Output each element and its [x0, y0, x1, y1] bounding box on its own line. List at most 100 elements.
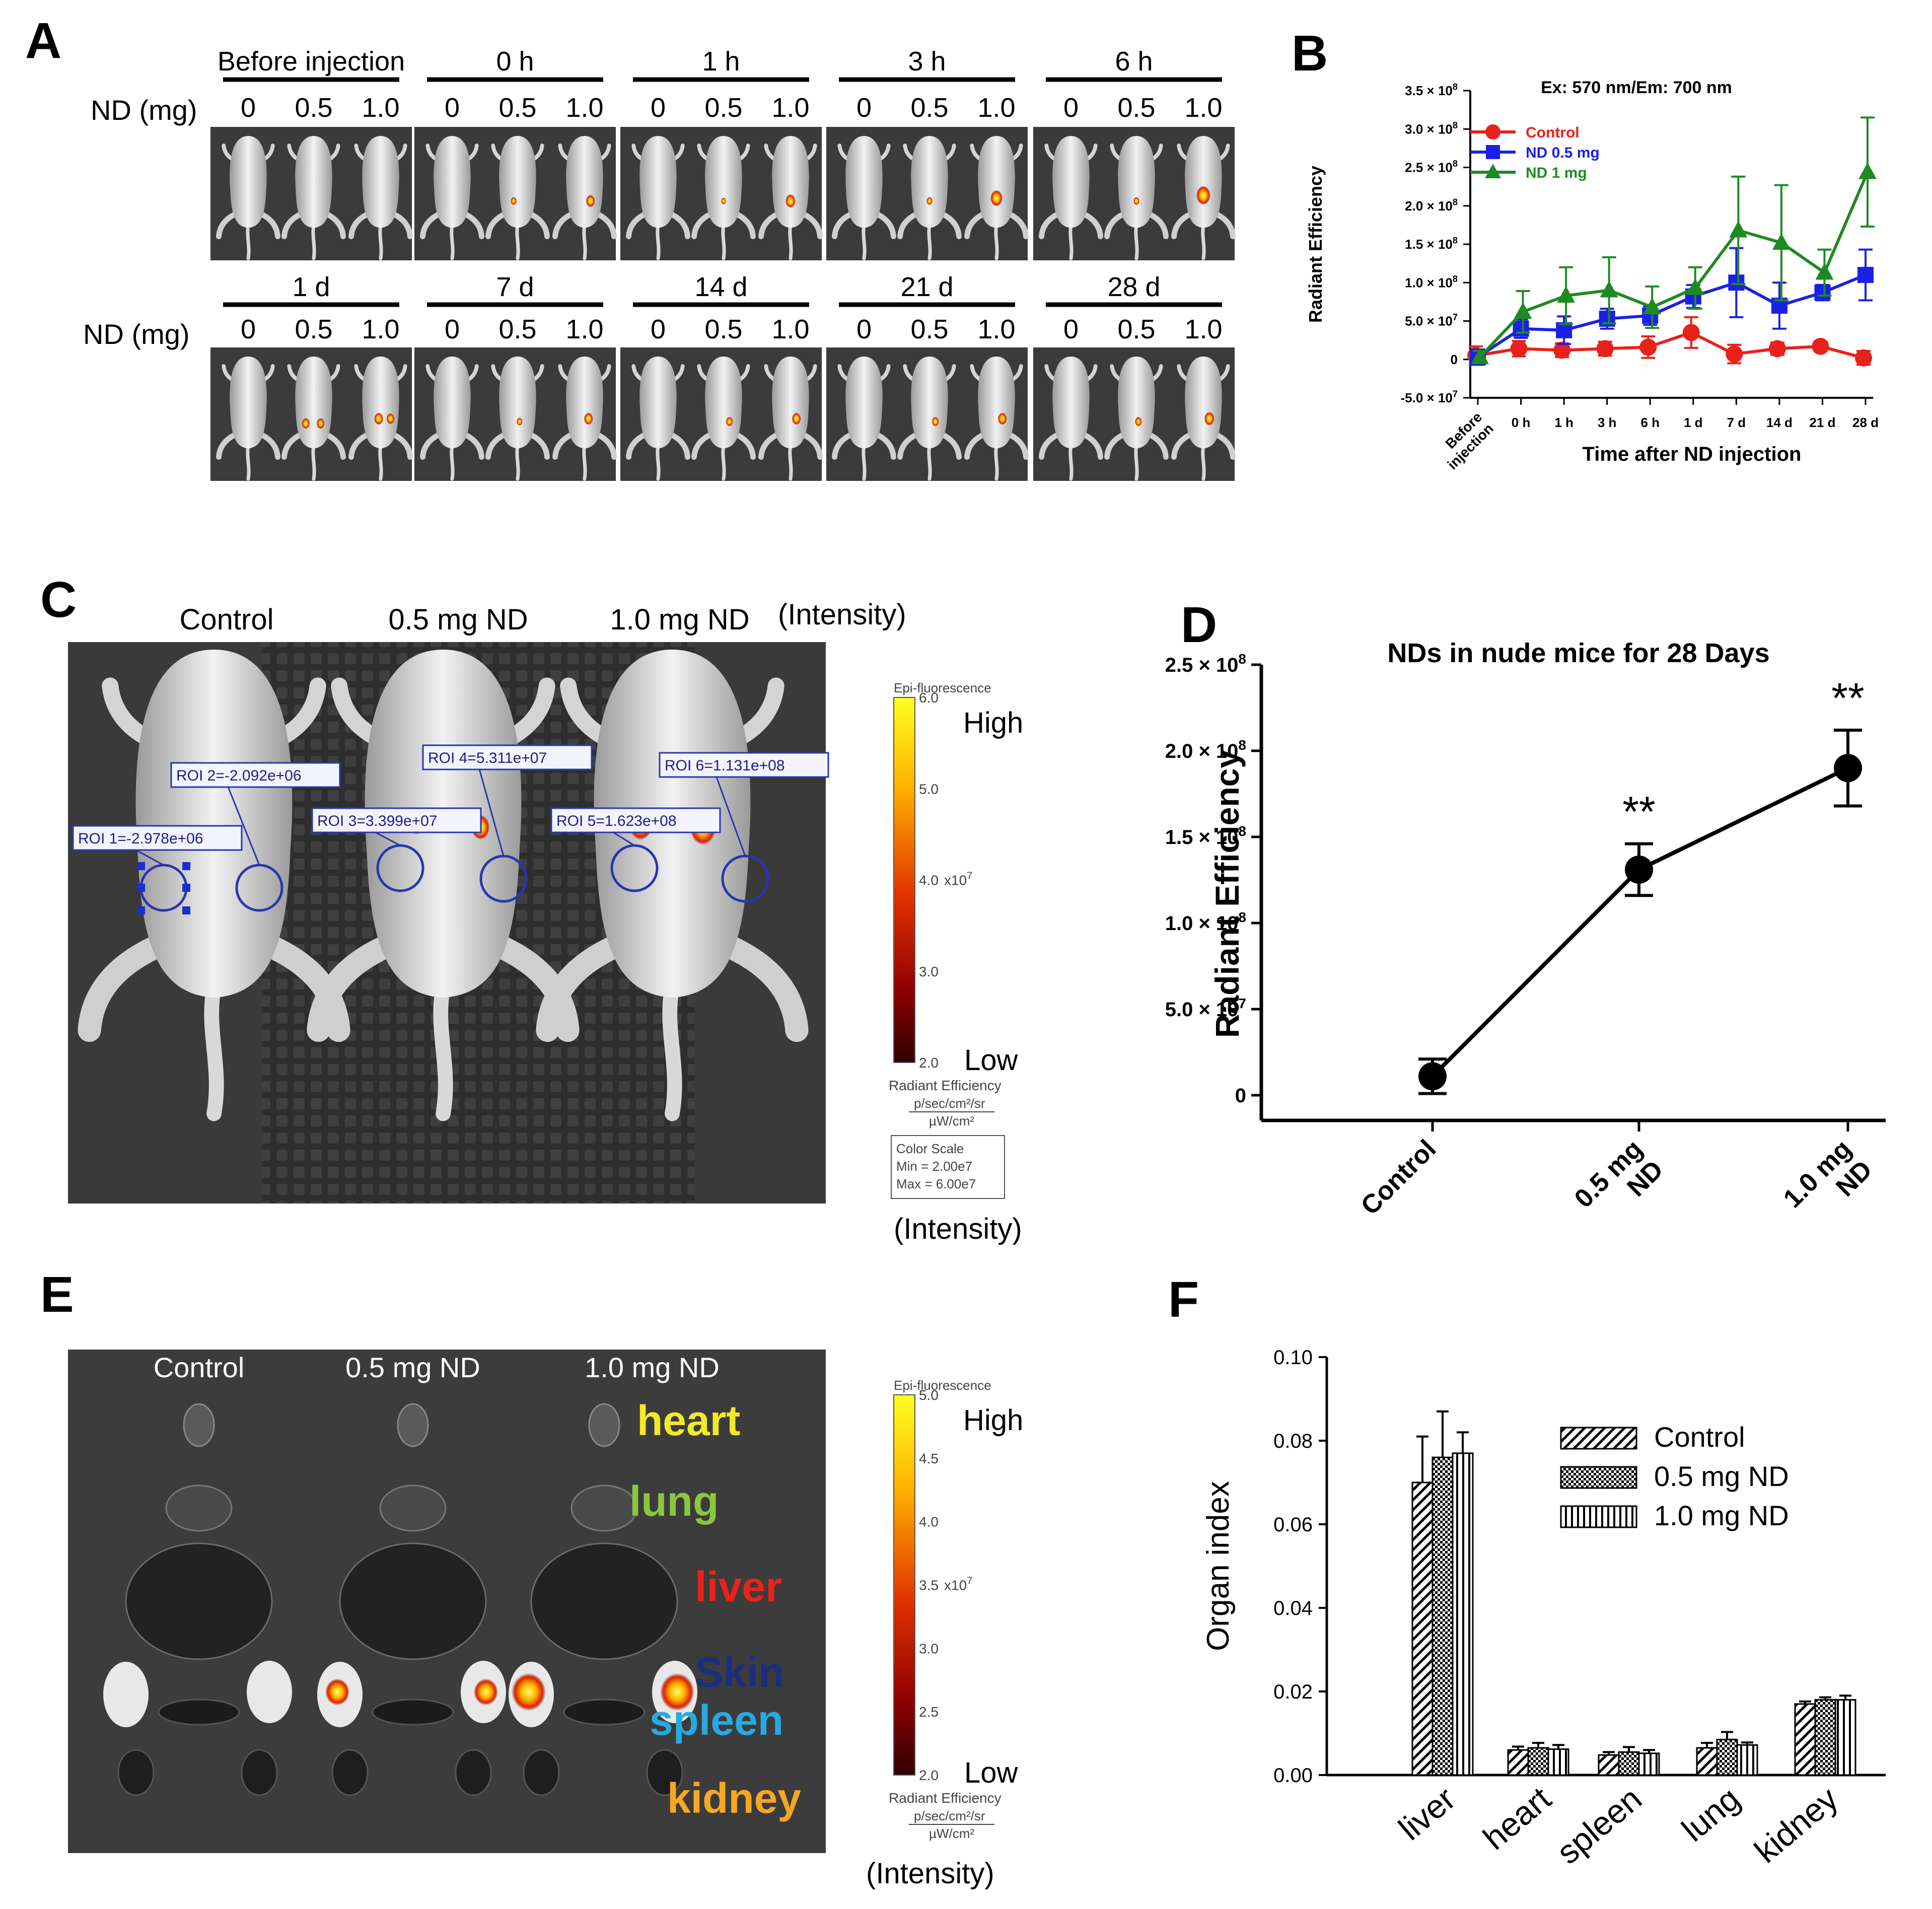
fluorescence-spot	[726, 416, 733, 427]
mouse	[1104, 357, 1169, 481]
dose-label: 1.0	[565, 314, 603, 344]
panel-letter-a: A	[25, 13, 61, 69]
organ-label-spleen: spleen	[650, 1696, 783, 1744]
mouse-hind-leg	[801, 432, 823, 460]
dose-label: 0	[1063, 93, 1079, 123]
color-scale-box-title: Color Scale	[896, 1141, 964, 1156]
data-point	[1814, 285, 1831, 301]
fluorescence-spot	[374, 412, 384, 425]
color-bar	[893, 1394, 915, 1776]
data-point	[1858, 162, 1877, 179]
dose-label: 1.0	[1184, 314, 1222, 344]
legend-marker	[1485, 164, 1501, 178]
mouse	[281, 136, 346, 260]
mouse-hind-leg	[897, 432, 919, 460]
organ-liver	[339, 1542, 487, 1660]
mouse-hind-leg	[1039, 432, 1060, 460]
organ-lung	[379, 1484, 447, 1532]
scale-tick: 5.0	[919, 781, 939, 797]
mouse-body	[845, 136, 883, 228]
dose-label: 0	[445, 93, 460, 123]
data-point	[1857, 267, 1874, 283]
dose-label: 0	[1063, 314, 1079, 344]
dose-label: 1.0	[362, 314, 399, 344]
fluorescence-spot	[1134, 416, 1142, 427]
mouse-tail	[582, 223, 587, 260]
legend-label: ND 1 mg	[1526, 165, 1587, 181]
bar	[1716, 1738, 1738, 1776]
mouse-hind-leg	[719, 935, 809, 1042]
mouse-body	[499, 357, 536, 449]
dose-label: 0	[856, 314, 872, 344]
mouse-hind-leg	[595, 432, 617, 460]
legend-label: Control	[1526, 124, 1580, 141]
fluorescence-spot	[997, 412, 1007, 425]
dose-label: 0.5	[295, 314, 332, 344]
bar	[1814, 1699, 1836, 1776]
dose-label: 0	[856, 93, 872, 123]
mouse-hind-leg	[78, 935, 168, 1042]
data-point	[1815, 263, 1834, 280]
mouse	[626, 136, 690, 260]
organ-label-lung: lung	[629, 1477, 719, 1525]
mouse-tail	[721, 444, 726, 481]
mouse-hind-leg	[485, 211, 507, 239]
x-tick-label: 1 h	[1554, 415, 1573, 430]
scale-low: Low	[964, 1044, 1019, 1077]
scale-tick: 5.0	[919, 1387, 939, 1403]
mouse	[420, 136, 484, 260]
y-tick-label: 0.06	[1273, 1514, 1313, 1536]
roi-label-box	[170, 762, 341, 788]
roi-label-box	[550, 807, 721, 833]
fluorescence-spot	[1204, 412, 1214, 426]
mouse	[485, 357, 550, 481]
series-line	[1477, 273, 1867, 359]
mouse	[420, 357, 484, 481]
fluorescence-spot	[785, 194, 796, 208]
dose-label: 0	[445, 314, 460, 344]
mouse-tail	[515, 444, 520, 481]
legend-label: Control	[1654, 1421, 1745, 1453]
x-tick-label: spleen	[1549, 1780, 1649, 1871]
panel-d-chart: 2.5 × 108 2.0 × 108 1.5 × 108 1.0 × 108 5.0 …	[1165, 638, 1886, 1221]
bar	[1618, 1751, 1640, 1776]
mouse-tail	[246, 223, 251, 260]
fluorescence-spot	[584, 412, 593, 425]
fluorescence-spot	[792, 412, 801, 425]
roi-leader	[477, 765, 505, 857]
bar	[1507, 1749, 1529, 1776]
y-tick-label: 2.5 × 108	[1165, 651, 1246, 676]
data-point	[1600, 280, 1618, 298]
mouse	[485, 136, 550, 260]
scale-tick: 2.0	[919, 1767, 939, 1783]
data-point	[1514, 302, 1532, 319]
timepoint-label: 1 h	[702, 46, 740, 77]
mouse-hind-leg	[485, 432, 507, 460]
organ-liver	[125, 1542, 273, 1660]
roi-handle	[182, 906, 190, 914]
mouse-tail	[994, 444, 999, 481]
y-tick-label: 1.5 × 108	[1405, 236, 1458, 252]
series-line	[1478, 171, 1869, 359]
mouse-body	[499, 136, 536, 228]
mouse-hind-leg	[281, 432, 303, 460]
dose-label: 1.0	[1184, 93, 1222, 123]
dose-label: 0	[651, 314, 666, 344]
scale-tick: 2.5	[919, 1704, 939, 1720]
scale-tick: 6.0	[919, 690, 939, 705]
mouse-hind-leg	[626, 432, 648, 460]
nd-row-label-2: ND (mg)	[83, 318, 190, 350]
organ-skin	[103, 1662, 149, 1727]
mouse-tail	[378, 223, 383, 260]
legend-marker	[1486, 145, 1500, 159]
dose-label: 1.0	[977, 93, 1015, 123]
mouse-hind-leg	[324, 211, 346, 239]
legend-swatch	[1560, 1505, 1637, 1528]
data-point	[1639, 338, 1657, 356]
mouse-hind-leg	[1082, 432, 1103, 460]
roi-handle	[182, 884, 190, 892]
mouse	[1039, 136, 1103, 260]
organ-group-0-5mg: 0.5 mg ND	[345, 1352, 480, 1383]
data-point	[1855, 349, 1872, 367]
